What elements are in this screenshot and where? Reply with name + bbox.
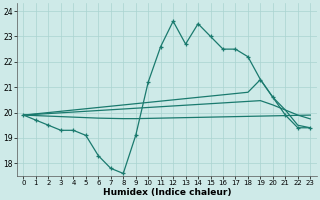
X-axis label: Humidex (Indice chaleur): Humidex (Indice chaleur) — [103, 188, 231, 197]
